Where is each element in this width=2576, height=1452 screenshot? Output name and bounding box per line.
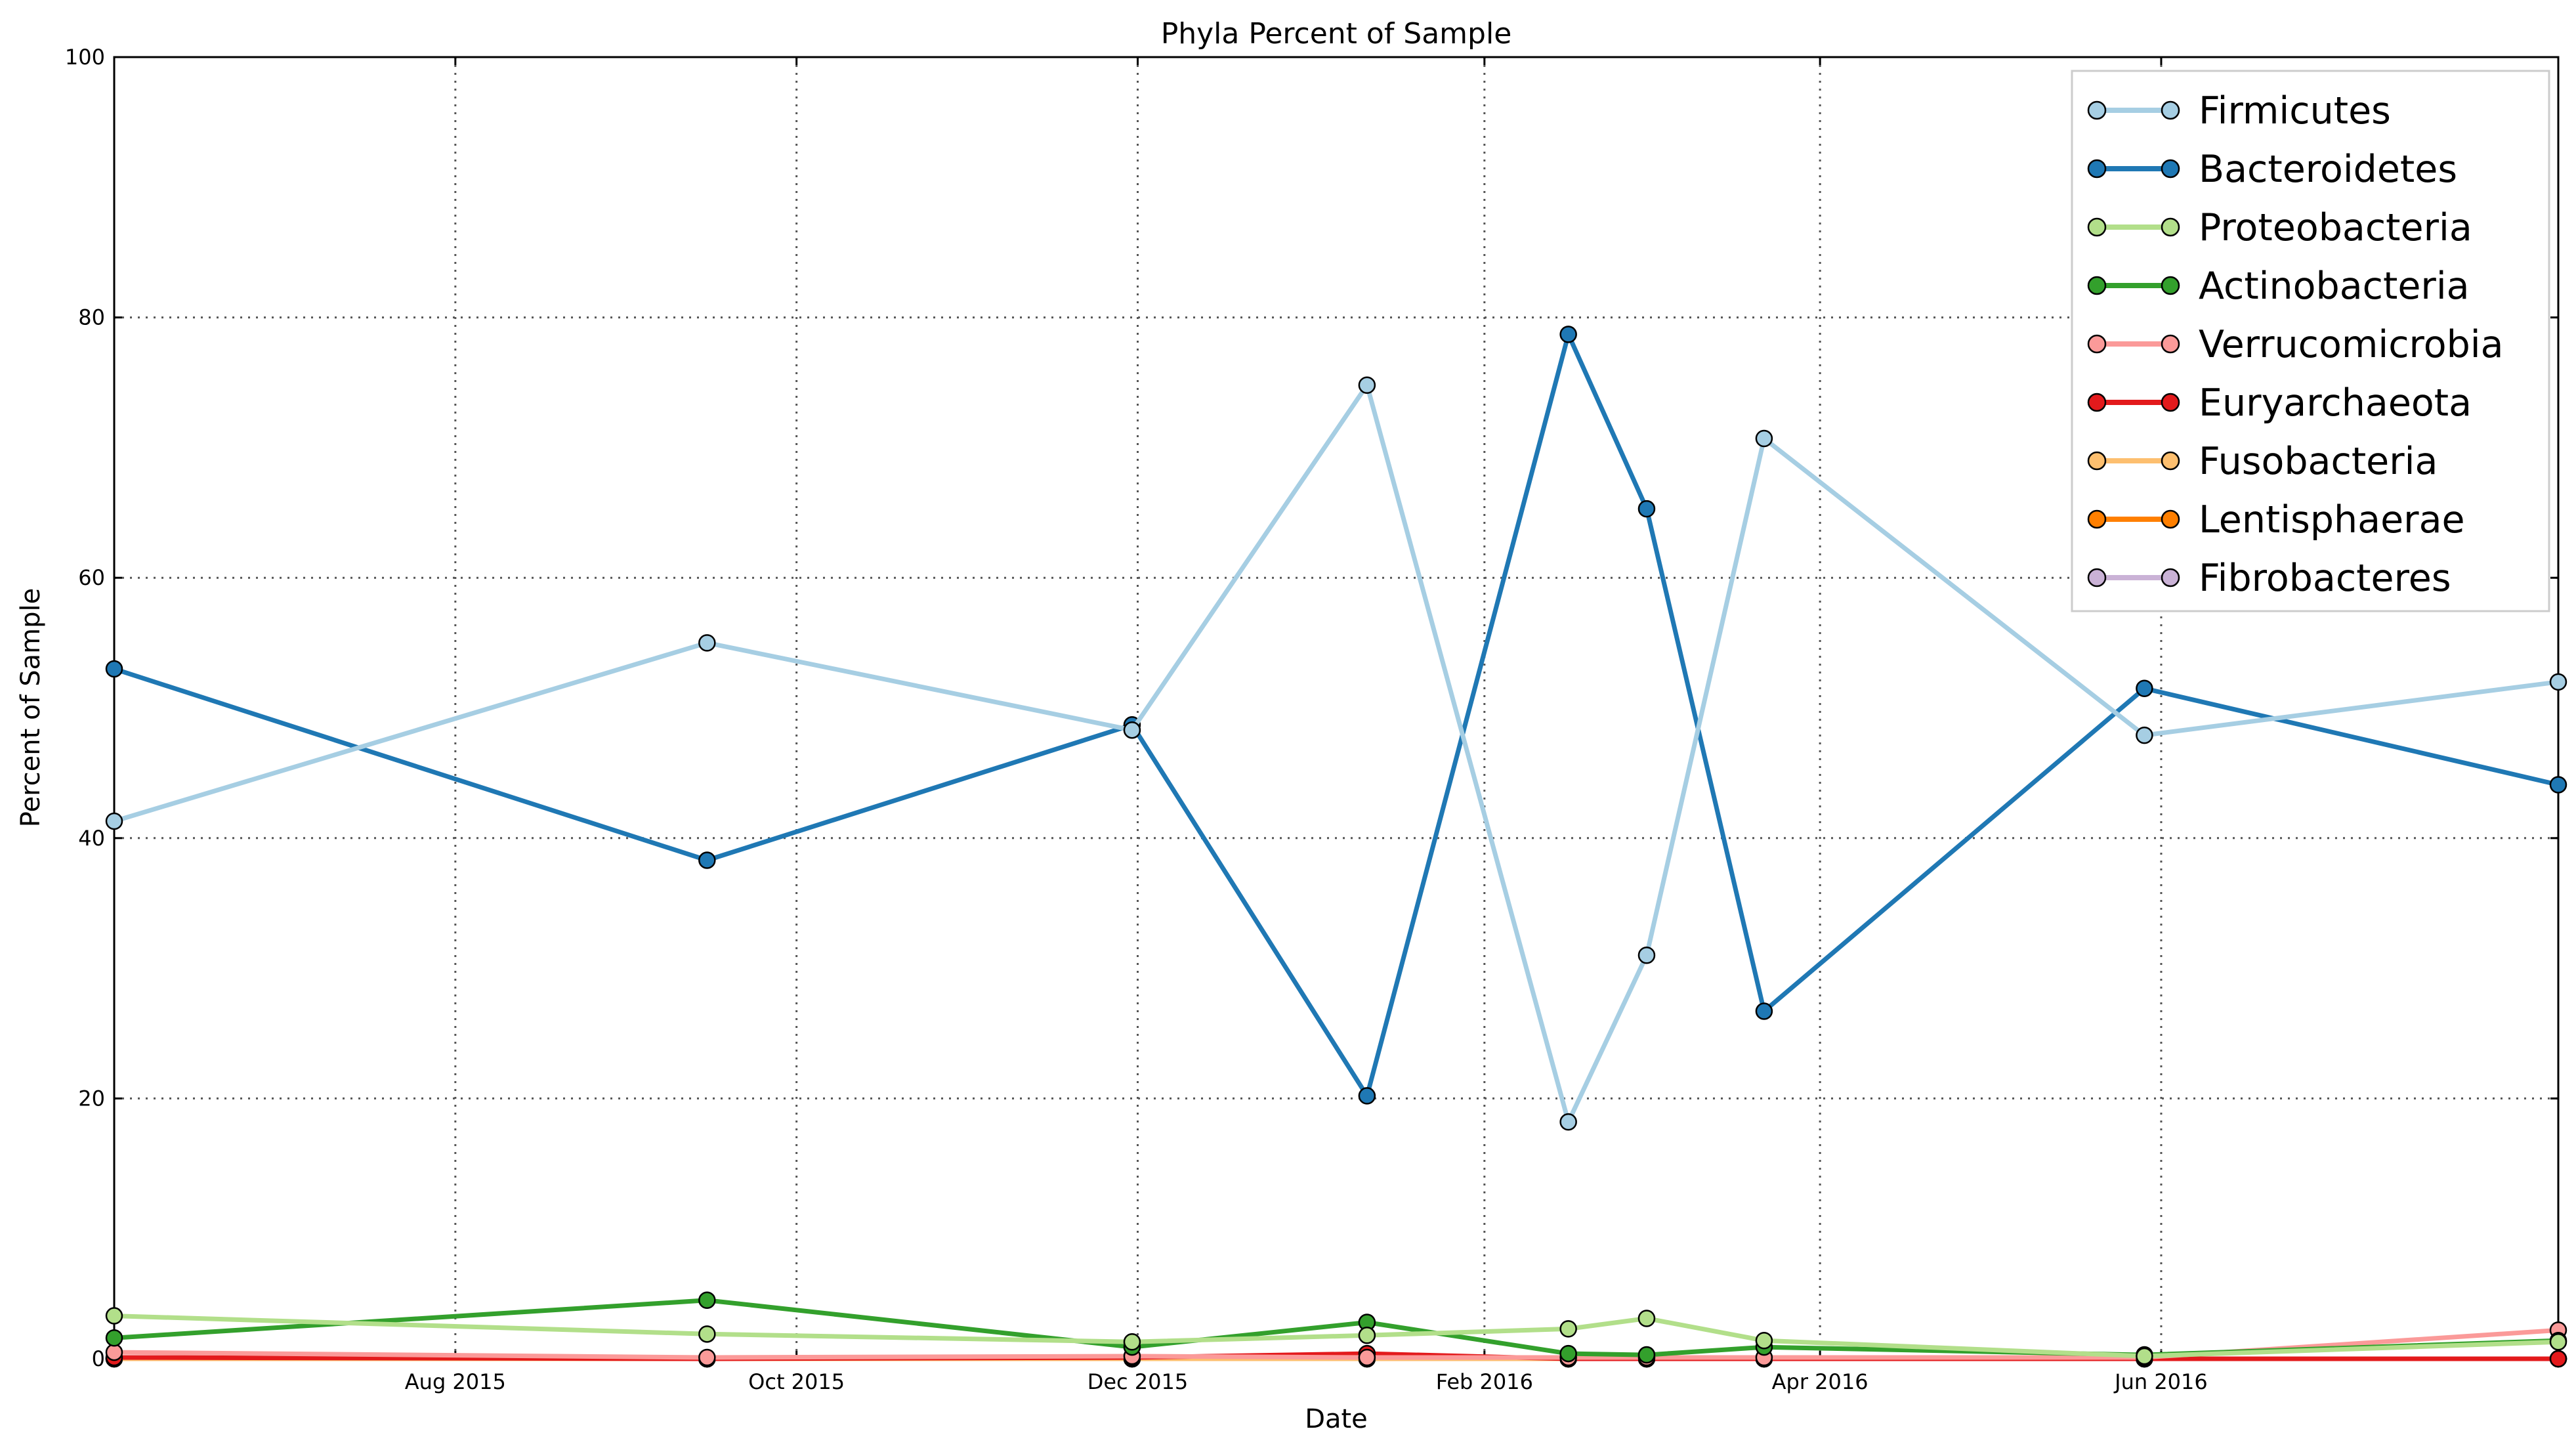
series-line-proteobacteria	[112, 1313, 2561, 1359]
legend-marker-proteobacteria	[2087, 217, 2107, 237]
y-axis-label: Percent of Sample	[16, 588, 46, 827]
series-lines	[105, 326, 2567, 1368]
series-bacteroidetes	[105, 326, 2567, 1105]
legend-marker-firmicutes	[2087, 100, 2107, 120]
legend-label-fusobacteria: Fusobacteria	[2199, 440, 2438, 483]
data-point-bacteroidetes	[1559, 326, 1577, 343]
data-point-firmicutes	[698, 634, 716, 652]
x-tick-label: Apr 2016	[1772, 1369, 1869, 1394]
legend-marker-bacteroidetes	[2087, 159, 2107, 179]
data-point-euryarchaeota	[2549, 1350, 2567, 1368]
data-point-proteobacteria	[698, 1325, 716, 1343]
x-tick-label: Jun 2016	[2113, 1369, 2208, 1394]
data-point-firmicutes	[1637, 947, 1656, 964]
grid	[114, 57, 2558, 1359]
data-point-proteobacteria	[1755, 1331, 1773, 1350]
data-point-firmicutes	[1755, 429, 1773, 448]
data-point-proteobacteria	[1637, 1310, 1656, 1327]
legend-label-bacteroidetes: Bacteroidetes	[2199, 148, 2457, 191]
data-point-proteobacteria	[2136, 1347, 2153, 1365]
data-point-bacteroidetes	[2136, 679, 2153, 698]
legend-label-verrucomicrobia: Verrucomicrobia	[2199, 323, 2504, 366]
legend-label-euryarchaeota: Euryarchaeota	[2199, 381, 2472, 425]
legend-label-firmicutes: Firmicutes	[2199, 89, 2391, 133]
x-tick-label: Oct 2015	[748, 1369, 845, 1394]
data-point-bacteroidetes	[698, 851, 716, 869]
legend-marker-fusobacteria	[2161, 451, 2180, 471]
axes: 0 20 40 60 80 100 Aug 2015 Oct 2015 Dec 2015 Feb …	[65, 45, 2558, 1394]
data-point-bacteroidetes	[105, 660, 123, 678]
data-point-actinobacteria	[698, 1291, 716, 1310]
data-point-proteobacteria	[1358, 1327, 1376, 1344]
y-tick-label: 60	[78, 565, 105, 590]
y-tick-label: 20	[78, 1086, 105, 1111]
data-point-firmicutes	[1123, 721, 1141, 739]
x-tick-label: Dec 2015	[1087, 1369, 1189, 1394]
data-point-actinobacteria	[1637, 1346, 1656, 1364]
legend-marker-euryarchaeota	[2161, 393, 2180, 412]
data-point-proteobacteria	[105, 1307, 123, 1325]
legend-marker-verrucomicrobia	[2087, 334, 2107, 354]
data-point-bacteroidetes	[1637, 500, 1656, 518]
legend-marker-verrucomicrobia	[2161, 334, 2180, 354]
data-point-firmicutes	[2136, 726, 2153, 744]
data-point-bacteroidetes	[1755, 1002, 1773, 1020]
legend-marker-lentisphaerae	[2161, 509, 2180, 529]
legend-label-fibrobacteres: Fibrobacteres	[2199, 557, 2451, 600]
legend-label-actinobacteria: Actinobacteria	[2199, 265, 2470, 308]
data-point-proteobacteria	[1123, 1333, 1141, 1351]
y-tick-label: 100	[65, 45, 105, 70]
y-tick-label: 40	[78, 826, 105, 851]
data-point-firmicutes	[1559, 1113, 1577, 1131]
data-point-bacteroidetes	[1358, 1087, 1376, 1105]
legend-marker-firmicutes	[2161, 100, 2180, 120]
legend: Firmicutes Bacteroidetes Proteobacteria Act…	[2071, 70, 2550, 612]
data-point-firmicutes	[1358, 376, 1376, 394]
data-point-proteobacteria	[1559, 1320, 1577, 1338]
legend-marker-actinobacteria	[2161, 276, 2180, 295]
data-point-firmicutes	[2549, 673, 2567, 691]
y-tick-label: 0	[92, 1346, 105, 1371]
series-proteobacteria	[105, 1307, 2567, 1365]
series-firmicutes	[105, 376, 2567, 1131]
data-point-verrucomicrobia	[105, 1343, 123, 1361]
legend-marker-euryarchaeota	[2087, 393, 2107, 412]
x-axis-label: Date	[1305, 1404, 1368, 1434]
legend-marker-lentisphaerae	[2087, 509, 2107, 529]
y-tick-label: 80	[78, 305, 105, 330]
legend-marker-proteobacteria	[2161, 217, 2180, 237]
x-tick-label: Aug 2015	[405, 1369, 506, 1394]
data-point-actinobacteria	[105, 1329, 123, 1347]
data-point-verrucomicrobia	[1358, 1348, 1376, 1367]
legend-marker-fibrobacteres	[2087, 568, 2107, 587]
data-point-bacteroidetes	[2549, 776, 2567, 794]
data-point-firmicutes	[105, 812, 123, 830]
data-point-actinobacteria	[1559, 1344, 1577, 1363]
data-point-verrucomicrobia	[698, 1348, 716, 1367]
legend-marker-fibrobacteres	[2161, 568, 2180, 587]
legend-marker-actinobacteria	[2087, 276, 2107, 295]
legend-marker-bacteroidetes	[2161, 159, 2180, 179]
legend-label-lentisphaerae: Lentisphaerae	[2199, 498, 2465, 542]
x-tick-label: Feb 2016	[1436, 1369, 1533, 1394]
chart-title: Phyla Percent of Sample	[1161, 17, 1512, 51]
legend-marker-fusobacteria	[2087, 451, 2107, 471]
data-point-proteobacteria	[2549, 1333, 2567, 1351]
legend-label-proteobacteria: Proteobacteria	[2199, 206, 2472, 249]
